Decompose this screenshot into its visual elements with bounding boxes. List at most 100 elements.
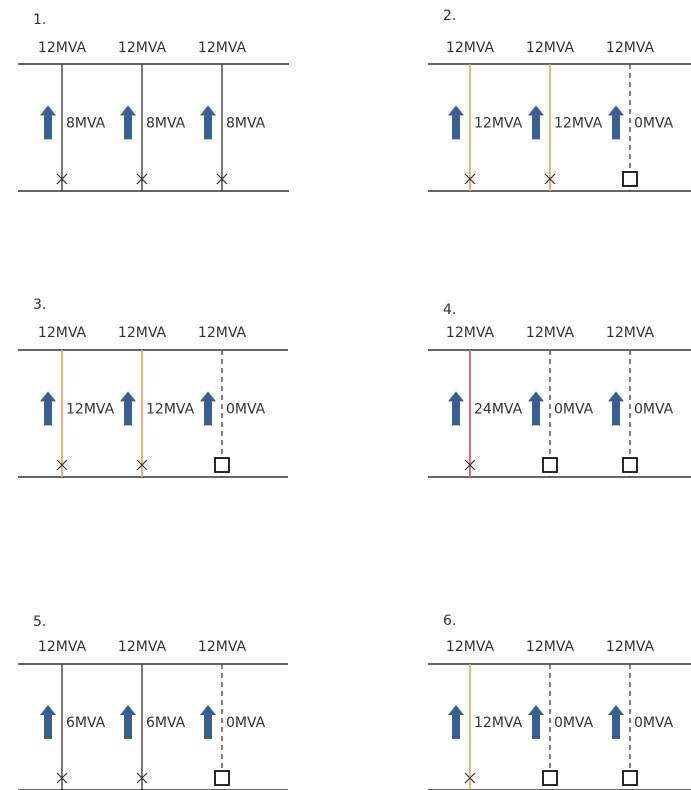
feeder-3: 12MVA 8MVA [198,40,266,191]
feeder-2: 12MVA 12MVA [526,40,603,191]
feeder-flow-label: 0MVA [634,715,674,731]
flow-arrow-icon [528,704,544,739]
feeder-flow-label: 8MVA [66,115,106,131]
breaker-open-icon [622,457,638,473]
feeder-flow-label: 0MVA [634,401,674,417]
feeder-2: 12MVA 6MVA [118,639,186,790]
feeder-1: 12MVA 6MVA [38,639,106,790]
breaker-closed-icon [544,173,556,185]
breaker-open-icon [542,770,558,786]
feeder-flow-label: 0MVA [634,115,674,131]
breaker-open-icon [214,770,230,786]
feeder-flow-label: 0MVA [226,401,266,417]
feeder-rating-label: 12MVA [198,325,247,341]
feeder-flow-label: 24MVA [474,401,523,417]
feeder-rating-label: 12MVA [446,40,495,56]
breaker-closed-icon [136,772,148,784]
feeder-2: 12MVA 0MVA [526,325,594,477]
flow-arrow-icon [448,105,464,140]
flow-arrow-icon [120,704,136,739]
feeder-1: 12MVA 12MVA [38,325,115,477]
flow-arrow-icon [40,704,56,739]
breaker-closed-icon [136,173,148,185]
feeder-flow-label: 6MVA [146,715,186,731]
feeder-rating-label: 12MVA [526,40,575,56]
feeder-3: 12MVA 0MVA [606,325,674,477]
breaker-closed-icon [464,772,476,784]
feeder-flow-label: 12MVA [146,401,195,417]
feeder-flow-label: 12MVA [474,715,523,731]
feeder-3: 12MVA 0MVA [198,325,266,477]
feeder-1: 12MVA 24MVA [446,325,523,477]
feeder-3: 12MVA 0MVA [198,639,266,790]
feeder-flow-label: 8MVA [226,115,266,131]
feeder-flow-label: 12MVA [66,401,115,417]
feeder-rating-label: 12MVA [526,639,575,655]
scenario-panel-6: 6. 12MVA 12MVA 12MVA 0MVA 12MVA 0MVA [428,613,691,790]
breaker-open-icon [542,457,558,473]
breaker-closed-icon [136,459,148,471]
flow-arrow-icon [200,391,216,426]
feeder-rating-label: 12MVA [606,639,655,655]
breaker-closed-icon [464,173,476,185]
feeder-rating-label: 12MVA [38,325,87,341]
scenario-panel-3: 3. 12MVA 12MVA 12MVA 12MVA 12MVA 0MVA [18,297,288,478]
feeder-flow-label: 12MVA [554,115,603,131]
flow-arrow-icon [528,391,544,426]
flow-arrow-icon [40,105,56,140]
feeder-2: 12MVA 8MVA [118,40,186,191]
feeder-rating-label: 12MVA [446,325,495,341]
scenario-number: 5. [33,614,46,630]
feeder-flow-label: 0MVA [554,715,594,731]
feeder-rating-label: 12MVA [446,639,495,655]
feeder-rating-label: 12MVA [118,40,167,56]
feeder-3: 12MVA 0MVA [606,639,674,790]
feeder-1: 12MVA 12MVA [446,639,523,790]
flow-arrow-icon [608,391,624,426]
feeder-rating-label: 12MVA [198,40,247,56]
flow-arrow-icon [448,391,464,426]
feeder-flow-label: 0MVA [554,401,594,417]
breaker-open-icon [214,457,230,473]
flow-arrow-icon [120,105,136,140]
scenario-number: 4. [443,302,456,318]
feeder-flow-label: 6MVA [66,715,106,731]
feeder-2: 12MVA 12MVA [118,325,195,477]
breaker-closed-icon [56,459,68,471]
scenario-number: 6. [443,613,456,629]
flow-arrow-icon [40,391,56,426]
scenario-number: 3. [33,297,46,313]
feeder-flow-label: 12MVA [474,115,523,131]
breaker-open-icon [622,171,638,187]
feeder-1: 12MVA 8MVA [38,40,106,191]
feeder-rating-label: 12MVA [526,325,575,341]
feeder-rating-label: 12MVA [38,639,87,655]
breaker-closed-icon [216,173,228,185]
scenario-panel-1: 1. 12MVA 8MVA 12MVA 8MVA 12MVA 8MVA [18,12,289,192]
scenario-panel-5: 5. 12MVA 6MVA 12MVA 6MVA 12MVA 0MVA [18,614,288,790]
breaker-closed-icon [56,173,68,185]
flow-arrow-icon [200,704,216,739]
feeder-rating-label: 12MVA [198,639,247,655]
feeder-flow-label: 0MVA [226,715,266,731]
flow-arrow-icon [608,105,624,140]
flow-arrow-icon [608,704,624,739]
flow-arrow-icon [528,105,544,140]
feeder-rating-label: 12MVA [118,639,167,655]
feeder-2: 12MVA 0MVA [526,639,594,790]
scenario-panel-2: 2. 12MVA 12MVA 12MVA 12MVA 12MVA 0MVA [428,8,691,192]
breaker-closed-icon [464,459,476,471]
feeder-1: 12MVA 12MVA [446,40,523,191]
scenario-number: 1. [33,12,46,28]
flow-arrow-icon [200,105,216,140]
feeder-flow-label: 8MVA [146,115,186,131]
feeder-rating-label: 12MVA [118,325,167,341]
breaker-closed-icon [56,772,68,784]
breaker-open-icon [622,770,638,786]
flow-arrow-icon [448,704,464,739]
feeder-rating-label: 12MVA [38,40,87,56]
scenario-number: 2. [443,8,456,24]
feeder-3: 12MVA 0MVA [606,40,674,191]
scenario-panel-4: 4. 12MVA 24MVA 12MVA 0MVA 12MVA 0MVA [428,302,691,478]
